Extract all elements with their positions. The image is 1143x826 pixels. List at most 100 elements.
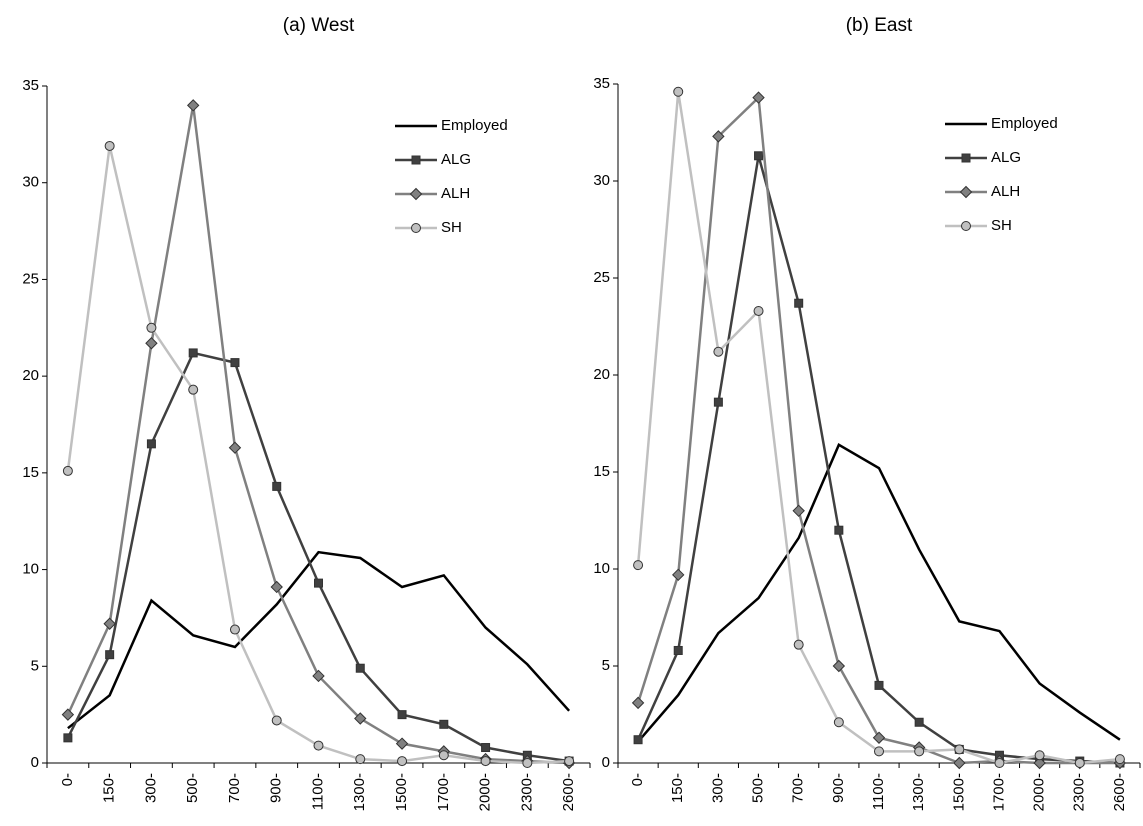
x-tick-label: 1500- bbox=[393, 773, 410, 811]
series-line bbox=[67, 550, 571, 730]
y-tick-label: 10 bbox=[22, 561, 39, 578]
point bbox=[712, 130, 725, 143]
x-tick-label: 0- bbox=[59, 773, 76, 786]
x-tick-label: 1700- bbox=[435, 773, 452, 811]
point bbox=[397, 710, 407, 720]
point bbox=[914, 717, 924, 727]
x-tick-label: 500- bbox=[184, 773, 201, 803]
point bbox=[633, 560, 644, 571]
chart-title: (b) East bbox=[846, 15, 913, 36]
point bbox=[63, 733, 73, 743]
legend-marker bbox=[959, 185, 973, 199]
point bbox=[313, 740, 324, 751]
legend-label: Employed bbox=[991, 115, 1058, 132]
point bbox=[62, 465, 73, 476]
legend-label: Employed bbox=[441, 117, 508, 134]
y-tick-label: 10 bbox=[593, 560, 610, 577]
chart-title: (a) West bbox=[283, 15, 355, 36]
legend-marker bbox=[411, 223, 421, 233]
y-tick-label: 30 bbox=[593, 172, 610, 189]
point bbox=[672, 568, 685, 582]
y-tick-label: 20 bbox=[22, 367, 39, 384]
point bbox=[832, 659, 846, 673]
series-line bbox=[636, 155, 1120, 765]
y-tick-label: 20 bbox=[593, 366, 610, 383]
point bbox=[188, 384, 199, 395]
point bbox=[480, 756, 491, 767]
point bbox=[228, 441, 242, 454]
y-tick-label: 25 bbox=[22, 270, 39, 287]
y-tick-label: 0 bbox=[31, 754, 39, 771]
point bbox=[874, 680, 884, 690]
point bbox=[713, 346, 724, 357]
x-tick-label: 900- bbox=[830, 773, 847, 803]
x-tick-label: 2300- bbox=[518, 773, 535, 811]
x-tick-label: 1300- bbox=[910, 773, 927, 811]
point bbox=[954, 744, 965, 755]
point bbox=[1034, 750, 1045, 761]
point bbox=[355, 663, 365, 673]
point bbox=[272, 481, 282, 491]
y-tick-label: 35 bbox=[593, 75, 610, 92]
y-tick-label: 35 bbox=[22, 77, 39, 94]
y-tick-label: 5 bbox=[602, 657, 610, 674]
point bbox=[564, 756, 575, 767]
point bbox=[104, 140, 115, 151]
point bbox=[146, 439, 156, 449]
y-tick-label: 0 bbox=[602, 754, 610, 771]
point bbox=[105, 650, 115, 660]
point bbox=[395, 737, 409, 750]
point bbox=[633, 735, 643, 745]
legend-marker bbox=[411, 155, 421, 165]
legend-label: ALG bbox=[991, 149, 1021, 166]
x-tick-label: 1100- bbox=[309, 773, 326, 810]
point bbox=[872, 731, 886, 744]
point bbox=[314, 578, 323, 588]
point bbox=[397, 756, 408, 767]
point bbox=[914, 746, 925, 757]
legend-marker bbox=[409, 187, 423, 201]
point bbox=[673, 86, 684, 97]
x-tick-label: 2000- bbox=[1031, 773, 1048, 811]
x-tick-label: 500- bbox=[750, 773, 767, 803]
point bbox=[713, 397, 723, 407]
x-tick-label: 700- bbox=[790, 773, 807, 803]
point bbox=[1033, 756, 1046, 770]
point bbox=[1114, 754, 1125, 765]
x-tick-label: 1100- bbox=[870, 773, 887, 810]
point bbox=[230, 358, 240, 368]
point bbox=[186, 99, 200, 112]
point bbox=[481, 743, 491, 753]
x-tick-label: 2300- bbox=[1071, 773, 1088, 811]
point bbox=[145, 337, 158, 350]
point bbox=[188, 348, 198, 358]
x-tick-label: 1300- bbox=[351, 773, 368, 811]
point bbox=[312, 669, 325, 683]
x-tick-label: 150- bbox=[669, 773, 686, 803]
point bbox=[103, 617, 116, 630]
point bbox=[522, 758, 533, 768]
point bbox=[1074, 758, 1085, 768]
legend-label: ALG bbox=[441, 151, 471, 168]
x-tick-label: 150- bbox=[101, 773, 118, 803]
point bbox=[146, 322, 157, 333]
point bbox=[793, 639, 804, 650]
x-tick-label: 1700- bbox=[990, 773, 1007, 811]
point bbox=[953, 756, 966, 770]
x-tick-label: 900- bbox=[268, 773, 285, 803]
x-tick-label: 1500- bbox=[950, 773, 967, 811]
legend-label: ALH bbox=[441, 185, 470, 202]
y-tick-label: 30 bbox=[22, 174, 39, 191]
y-tick-label: 25 bbox=[593, 269, 610, 286]
point bbox=[61, 708, 75, 721]
x-tick-label: 300- bbox=[709, 773, 726, 803]
point bbox=[673, 645, 683, 655]
legend-label: ALH bbox=[991, 183, 1020, 200]
point bbox=[834, 525, 844, 535]
point bbox=[438, 750, 449, 761]
point bbox=[271, 715, 282, 726]
point bbox=[754, 151, 764, 161]
x-tick-label: 300- bbox=[142, 773, 159, 803]
